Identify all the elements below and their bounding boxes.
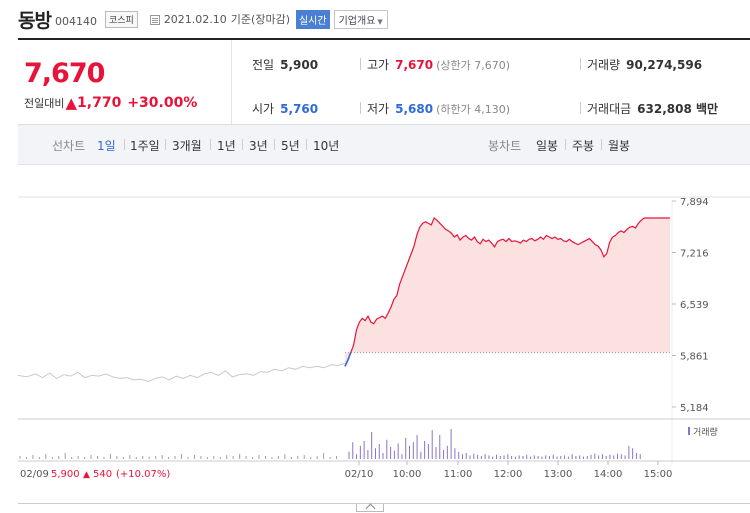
- divider: [565, 139, 566, 150]
- tab-daily-candle[interactable]: 일봉: [536, 139, 559, 153]
- tab-10-years[interactable]: 10년: [313, 139, 340, 153]
- divider: [360, 102, 361, 114]
- divider: [242, 139, 243, 150]
- change-amount: 1,770: [77, 95, 122, 111]
- chart-bottom-border: [18, 503, 750, 504]
- y-tick-label: 6,539: [680, 300, 709, 311]
- stat-value: 5,900: [280, 58, 319, 72]
- y-tick-label: 7,216: [680, 249, 709, 260]
- volume-legend: 거래량: [693, 426, 718, 438]
- stat-label: 거래대금: [587, 102, 632, 116]
- quote-basis: 기준(장마감): [230, 13, 290, 26]
- tab-weekly-candle[interactable]: 주봉: [572, 139, 595, 153]
- today-open-below-close-line: [344, 352, 352, 367]
- chart-period-tabs: 선차트 1일 1주일 3개월 1년 3년 5년 10년 봉차트 일봉 주봉 월봉: [18, 125, 750, 165]
- stat-value: 90,274,596: [626, 58, 703, 72]
- prev-day-change: 540: [93, 469, 112, 480]
- tab-monthly-candle[interactable]: 월봉: [608, 139, 631, 153]
- realtime-button[interactable]: 실시간: [295, 9, 330, 29]
- company-overview-label: 기업개요: [338, 15, 376, 27]
- x-tick-label: 14:00: [594, 469, 623, 480]
- change-label: 전일대비: [24, 97, 65, 110]
- header-divider: [18, 38, 750, 40]
- divider: [360, 58, 361, 70]
- candle-chart-label: 봉차트: [488, 139, 522, 153]
- divider: [124, 139, 125, 150]
- divider: [210, 139, 211, 150]
- calendar-icon: [149, 15, 160, 25]
- stat-label: 저가: [367, 102, 390, 116]
- stat-low: 저가 5,680 (하한가 4,130): [367, 100, 510, 117]
- stat-value: 632,808 백만: [637, 102, 719, 116]
- current-price: 7,670: [24, 58, 105, 89]
- prev-day-date: 02/09: [20, 469, 49, 480]
- today-price-area: [345, 218, 670, 367]
- chevron-down-icon: ▼: [377, 17, 383, 26]
- volume-legend-swatch: [688, 427, 690, 435]
- stat-high: 고가 7,670 (상한가 7,670): [367, 56, 510, 73]
- stat-label: 고가: [367, 58, 390, 72]
- stock-header: 동방 004140 코스피 2021.02.10 기준(장마감) 실시간 기업개…: [18, 6, 388, 32]
- divider: [601, 139, 602, 150]
- stat-open: 시가 5,760: [252, 100, 318, 117]
- x-tick-label: 12:00: [494, 469, 523, 480]
- divider: [165, 139, 166, 150]
- price-summary: 7,670 전일대비 ▲ 1,770 +30.00%: [18, 40, 232, 124]
- divider: [580, 58, 581, 70]
- up-arrow-icon: ▲: [65, 94, 78, 112]
- company-overview-dropdown[interactable]: 기업개요 ▼: [333, 9, 388, 29]
- stat-prev-close: 전일 5,900: [252, 56, 318, 73]
- stat-value: 5,760: [280, 102, 319, 116]
- line-chart-label: 선차트: [52, 139, 86, 153]
- stock-code: 004140: [54, 14, 97, 28]
- divider: [580, 102, 581, 114]
- tab-1-day[interactable]: 1일: [97, 139, 116, 153]
- y-tick-label: 7,894: [680, 197, 709, 208]
- stat-volume: 거래량 90,274,596: [587, 56, 702, 73]
- x-tick-label: 13:00: [544, 469, 573, 480]
- price-change: 전일대비 ▲ 1,770 +30.00%: [24, 94, 197, 112]
- prev-day-price-line: [17, 362, 346, 382]
- prev-day-change-percent: (+10.07%): [116, 469, 170, 480]
- stat-label: 시가: [252, 102, 275, 116]
- market-badge: 코스피: [104, 10, 138, 28]
- tab-5-years[interactable]: 5년: [281, 139, 300, 153]
- stat-label: 거래량: [587, 58, 621, 72]
- divider: [274, 139, 275, 150]
- y-tick-label: 5,861: [680, 352, 709, 363]
- x-tick-label: 11:00: [444, 469, 473, 480]
- up-arrow-icon: ▲: [83, 470, 90, 480]
- upper-limit: (상한가 7,670): [436, 59, 510, 72]
- x-tick-label: 02/10: [345, 469, 374, 480]
- price-chart[interactable]: 7,894 7,216 6,539 5,861 5,184 거래량 02/10 10:00 11…: [0, 165, 750, 503]
- stat-trade-amount: 거래대금 632,808 백만: [587, 100, 718, 117]
- today-price-line: [344, 217, 670, 367]
- stat-label: 전일: [252, 58, 275, 72]
- stat-value: 5,680: [395, 102, 434, 116]
- tab-1-year[interactable]: 1년: [217, 139, 236, 153]
- quote-date: 2021.02.10: [163, 12, 227, 26]
- prev-day-close: 5,900: [51, 469, 80, 480]
- change-percent: +30.00%: [127, 95, 198, 111]
- x-tick-label: 15:00: [644, 469, 673, 480]
- stock-name[interactable]: 동방: [18, 9, 52, 32]
- chart-collapse-handle[interactable]: [356, 504, 384, 512]
- x-tick-label: 10:00: [393, 469, 422, 480]
- tab-1-week[interactable]: 1주일: [130, 139, 160, 153]
- info-divider: [18, 124, 750, 125]
- tab-3-months[interactable]: 3개월: [172, 139, 202, 153]
- y-tick-label: 5,184: [680, 403, 709, 414]
- lower-limit: (하한가 4,130): [436, 103, 510, 116]
- divider: [306, 139, 307, 150]
- stat-value: 7,670: [395, 58, 434, 72]
- tab-3-years[interactable]: 3년: [249, 139, 268, 153]
